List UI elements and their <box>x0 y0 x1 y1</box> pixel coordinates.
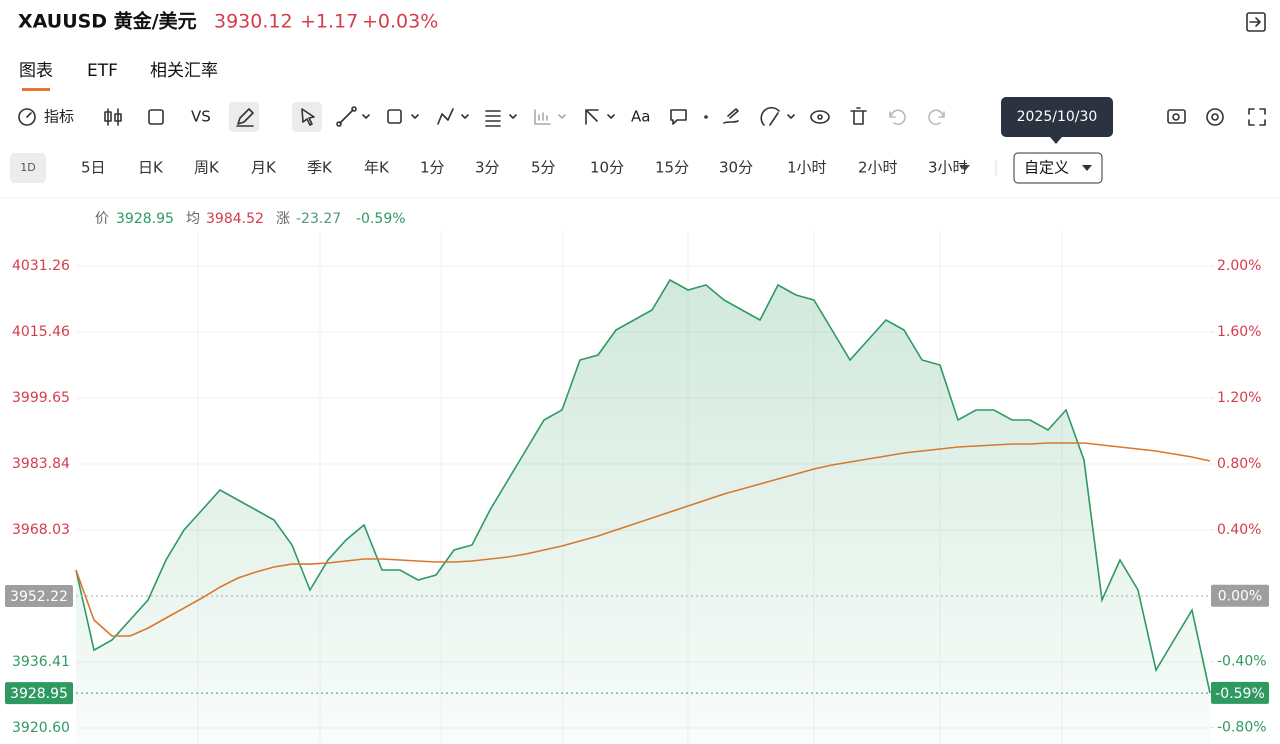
chart: 4031.26 4015.46 3999.65 3983.84 3968.03 3936.… <box>5 258 1269 744</box>
pct-box <box>1211 681 1269 704</box>
timeframe[interactable]: 周K <box>194 159 220 177</box>
info-label: 价 <box>95 211 109 227</box>
pct-box <box>1211 584 1269 607</box>
y-tick-label: 3920.60 <box>12 720 70 736</box>
y2-tick-label: 1.20% <box>1217 390 1261 406</box>
y2-tick-label: 0.80% <box>1217 456 1261 472</box>
shape-button[interactable] <box>148 109 164 125</box>
change-pct: +0.03% <box>362 11 438 33</box>
cursor-button[interactable] <box>292 102 322 132</box>
timeframe[interactable]: 1D <box>20 161 35 174</box>
pct-box-label: 0.00% <box>1218 589 1262 605</box>
dropdown-arrow[interactable] <box>960 165 970 171</box>
y2-tick-label: 2.00% <box>1217 258 1261 274</box>
series-line <box>75 442 1211 637</box>
area-fill <box>76 280 1210 744</box>
y-tick-label: 3968.03 <box>12 522 70 538</box>
y2-tick-label: -0.80% <box>1217 720 1267 736</box>
y2-tick-label: 1.60% <box>1217 324 1261 340</box>
price-box-label: 3928.95 <box>10 686 68 702</box>
exit-button[interactable] <box>1246 12 1266 32</box>
tooltip-text: 2025/10/30 <box>1017 109 1098 125</box>
timeframe[interactable]: 30分 <box>719 159 753 177</box>
info-price: 3928.95 <box>116 211 174 227</box>
pct-box-label: -0.59% <box>1215 686 1265 702</box>
compare-button[interactable]: VS <box>191 108 211 126</box>
timeframe[interactable]: 5日 <box>81 159 106 177</box>
y-tick-label: 4015.46 <box>12 324 70 340</box>
custom-label: 自定义 <box>1024 159 1069 177</box>
timeframe[interactable]: 15分 <box>655 159 689 177</box>
price: 3930.12 <box>214 11 293 33</box>
tab[interactable]: 图表 <box>19 61 53 81</box>
change: +1.17 <box>300 11 358 33</box>
custom-button[interactable]: 自定义 <box>1013 152 1103 184</box>
tab-underline <box>22 88 50 91</box>
timeframe[interactable]: 5分 <box>531 159 556 177</box>
symbol: XAUUSD 黄金/美元 <box>18 10 197 33</box>
timeframe[interactable]: 2小时 <box>858 159 898 177</box>
timeframe[interactable]: 日K <box>138 159 164 177</box>
indicator-label: 指标 <box>44 108 74 126</box>
info-label: 涨 <box>276 211 290 227</box>
text-tool[interactable]: Aa <box>631 108 650 126</box>
info-avg: 3984.52 <box>206 211 264 227</box>
timeframe[interactable]: 3小时 <box>928 159 968 177</box>
candle-button[interactable] <box>104 108 122 126</box>
price-box-label: 3952.22 <box>10 589 68 605</box>
info-label: 均 <box>186 211 200 227</box>
info-change: -23.27 <box>296 211 341 227</box>
tab[interactable]: ETF <box>87 61 118 81</box>
price-box <box>5 584 73 607</box>
active-timeframe-bg <box>10 153 46 183</box>
indicator-button[interactable]: 指标 <box>18 108 74 126</box>
info-change-pct: -0.59% <box>356 211 406 227</box>
timeframe[interactable]: 1分 <box>420 159 445 177</box>
draw-button[interactable] <box>229 102 259 132</box>
y2-tick-label: -0.40% <box>1217 654 1267 670</box>
y-tick-label: 3983.84 <box>12 456 70 472</box>
series-line <box>75 278 1211 694</box>
timeframe[interactable]: 1小时 <box>787 159 827 177</box>
tab[interactable]: 相关汇率 <box>150 61 218 81</box>
tooltip: 2025/10/30 <box>1001 97 1113 144</box>
y2-tick-label: 0.40% <box>1217 522 1261 538</box>
price-box <box>5 682 73 705</box>
y-tick-label: 4031.26 <box>12 258 70 274</box>
y-tick-label: 3999.65 <box>12 390 70 406</box>
y-tick-label: 3936.41 <box>12 654 70 670</box>
drawing-tools[interactable] <box>336 106 1266 127</box>
timeframe[interactable]: 月K <box>251 159 277 177</box>
timeframe[interactable]: 3分 <box>475 159 500 177</box>
timeframe[interactable]: 年K <box>364 159 390 177</box>
timeframe[interactable]: 10分 <box>590 159 624 177</box>
timeframe[interactable]: 季K <box>307 159 333 177</box>
